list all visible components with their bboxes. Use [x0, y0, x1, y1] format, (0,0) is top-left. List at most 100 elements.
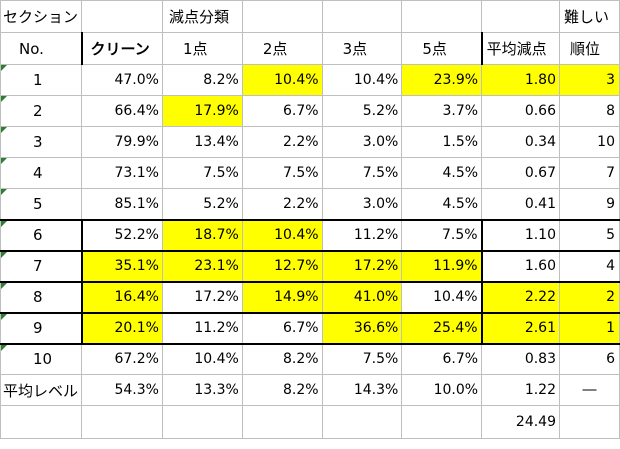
row-p3: 41.0% [321, 280, 403, 313]
header-2pt: 2点 [241, 32, 323, 65]
header-difficult: 難しい [559, 0, 620, 33]
row-p2: 10.4% [241, 64, 323, 96]
header-avg-deduction: 平均減点 [481, 32, 560, 65]
row-p1: 8.2% [161, 64, 243, 96]
header-section: セクション [0, 0, 83, 33]
row-p3: 36.6% [321, 311, 403, 345]
row-clean: 20.1% [80, 311, 163, 345]
header-empty [481, 0, 560, 33]
row-p1: 13.4% [161, 126, 243, 158]
row-p3: 7.5% [321, 343, 403, 375]
row-number: 9 [0, 311, 83, 345]
header-clean: クリーン [80, 32, 163, 65]
row-number: 4 [0, 157, 83, 189]
table-row: 9 20.1% 11.2% 6.7% 36.6% 25.4% 2.61 1 [0, 311, 620, 345]
row-p3: 3.0% [321, 188, 403, 220]
row-number: 10 [0, 343, 83, 375]
row-p1: 7.5% [161, 157, 243, 189]
row-p1: 23.1% [161, 249, 243, 282]
row-p5: 4.5% [401, 188, 483, 220]
row-p1: 11.2% [161, 311, 243, 345]
row-p5: 7.5% [401, 218, 483, 251]
row-clean: 16.4% [80, 280, 163, 313]
total-row: 24.49 [0, 405, 620, 439]
row-avg: 0.67 [481, 157, 560, 189]
table-row: 5 85.1% 5.2% 2.2% 3.0% 4.5% 0.41 9 [0, 188, 620, 220]
row-p5: 11.9% [401, 249, 483, 282]
average-row: 平均レベル 54.3% 13.3% 8.2% 14.3% 10.0% 1.22 … [0, 374, 620, 406]
row-clean: 73.1% [81, 157, 163, 189]
row-avg: 1.80 [481, 64, 560, 96]
row-clean: 79.9% [81, 126, 163, 158]
row-number: 8 [0, 280, 83, 313]
row-clean: 35.1% [80, 249, 163, 282]
header-5pt: 5点 [401, 32, 483, 65]
row-p3: 11.2% [321, 218, 403, 251]
row-avg: 0.34 [481, 126, 560, 158]
header-row-group: セクション 減点分類 難しい [0, 0, 620, 33]
row-p1: 17.2% [161, 280, 243, 313]
row-p2: 12.7% [241, 249, 323, 282]
row-p5: 1.5% [401, 126, 483, 158]
row-p5: 3.7% [401, 95, 483, 127]
row-p3: 3.0% [321, 126, 403, 158]
total-empty [321, 405, 403, 439]
average-2pt: 8.2% [241, 374, 323, 406]
row-rank: 9 [559, 188, 620, 220]
row-p2: 7.5% [241, 157, 323, 189]
row-p1: 10.4% [161, 343, 243, 375]
total-empty [241, 405, 323, 439]
total-empty [559, 405, 620, 439]
row-rank: 2 [559, 280, 620, 313]
row-rank: 3 [559, 64, 620, 96]
table-row: 4 73.1% 7.5% 7.5% 7.5% 4.5% 0.67 7 [0, 157, 620, 189]
row-rank: 1 [559, 311, 620, 345]
row-avg: 2.61 [481, 311, 560, 345]
average-1pt: 13.3% [161, 374, 243, 406]
table-row: 2 66.4% 17.9% 6.7% 5.2% 3.7% 0.66 8 [0, 95, 620, 127]
row-clean: 47.0% [81, 64, 163, 96]
row-number: 3 [0, 126, 83, 158]
total-empty [81, 405, 163, 439]
average-avg: 1.22 [481, 374, 560, 406]
row-avg: 0.83 [481, 343, 560, 375]
row-p3: 7.5% [321, 157, 403, 189]
row-rank: 6 [559, 343, 620, 375]
row-number: 7 [0, 249, 83, 282]
row-avg: 0.41 [481, 188, 560, 220]
row-p3: 17.2% [321, 249, 403, 282]
row-p5: 10.4% [401, 280, 483, 313]
row-p2: 6.7% [241, 311, 323, 345]
row-number: 1 [0, 64, 83, 96]
table-row: 10 67.2% 10.4% 8.2% 7.5% 6.7% 0.83 6 [0, 343, 620, 375]
row-rank: 10 [559, 126, 620, 158]
average-5pt: 10.0% [401, 374, 483, 406]
row-clean: 52.2% [80, 218, 163, 251]
header-empty [241, 0, 323, 33]
row-p1: 5.2% [161, 188, 243, 220]
total-sum: 24.49 [481, 405, 560, 439]
row-rank: 5 [559, 218, 620, 251]
table-row: 1 47.0% 8.2% 10.4% 10.4% 23.9% 1.80 3 [0, 64, 620, 96]
row-rank: 4 [559, 249, 620, 282]
row-clean: 66.4% [81, 95, 163, 127]
row-avg: 2.22 [481, 280, 560, 313]
row-p2: 2.2% [241, 188, 323, 220]
average-label: 平均レベル [0, 374, 83, 406]
total-empty [161, 405, 243, 439]
row-p3: 5.2% [321, 95, 403, 127]
row-number: 2 [0, 95, 83, 127]
header-empty [81, 0, 163, 33]
header-deduction-category: 減点分類 [161, 0, 243, 33]
row-p5: 6.7% [401, 343, 483, 375]
row-number: 5 [0, 188, 83, 220]
header-1pt: 1点 [161, 32, 243, 65]
row-rank: 7 [559, 157, 620, 189]
row-number: 6 [0, 218, 83, 251]
table-row: 6 52.2% 18.7% 10.4% 11.2% 7.5% 1.10 5 [0, 218, 620, 251]
table-row: 8 16.4% 17.2% 14.9% 41.0% 10.4% 2.22 2 [0, 280, 620, 313]
row-p2: 6.7% [241, 95, 323, 127]
row-p3: 10.4% [321, 64, 403, 96]
row-p2: 8.2% [241, 343, 323, 375]
row-clean: 85.1% [81, 188, 163, 220]
